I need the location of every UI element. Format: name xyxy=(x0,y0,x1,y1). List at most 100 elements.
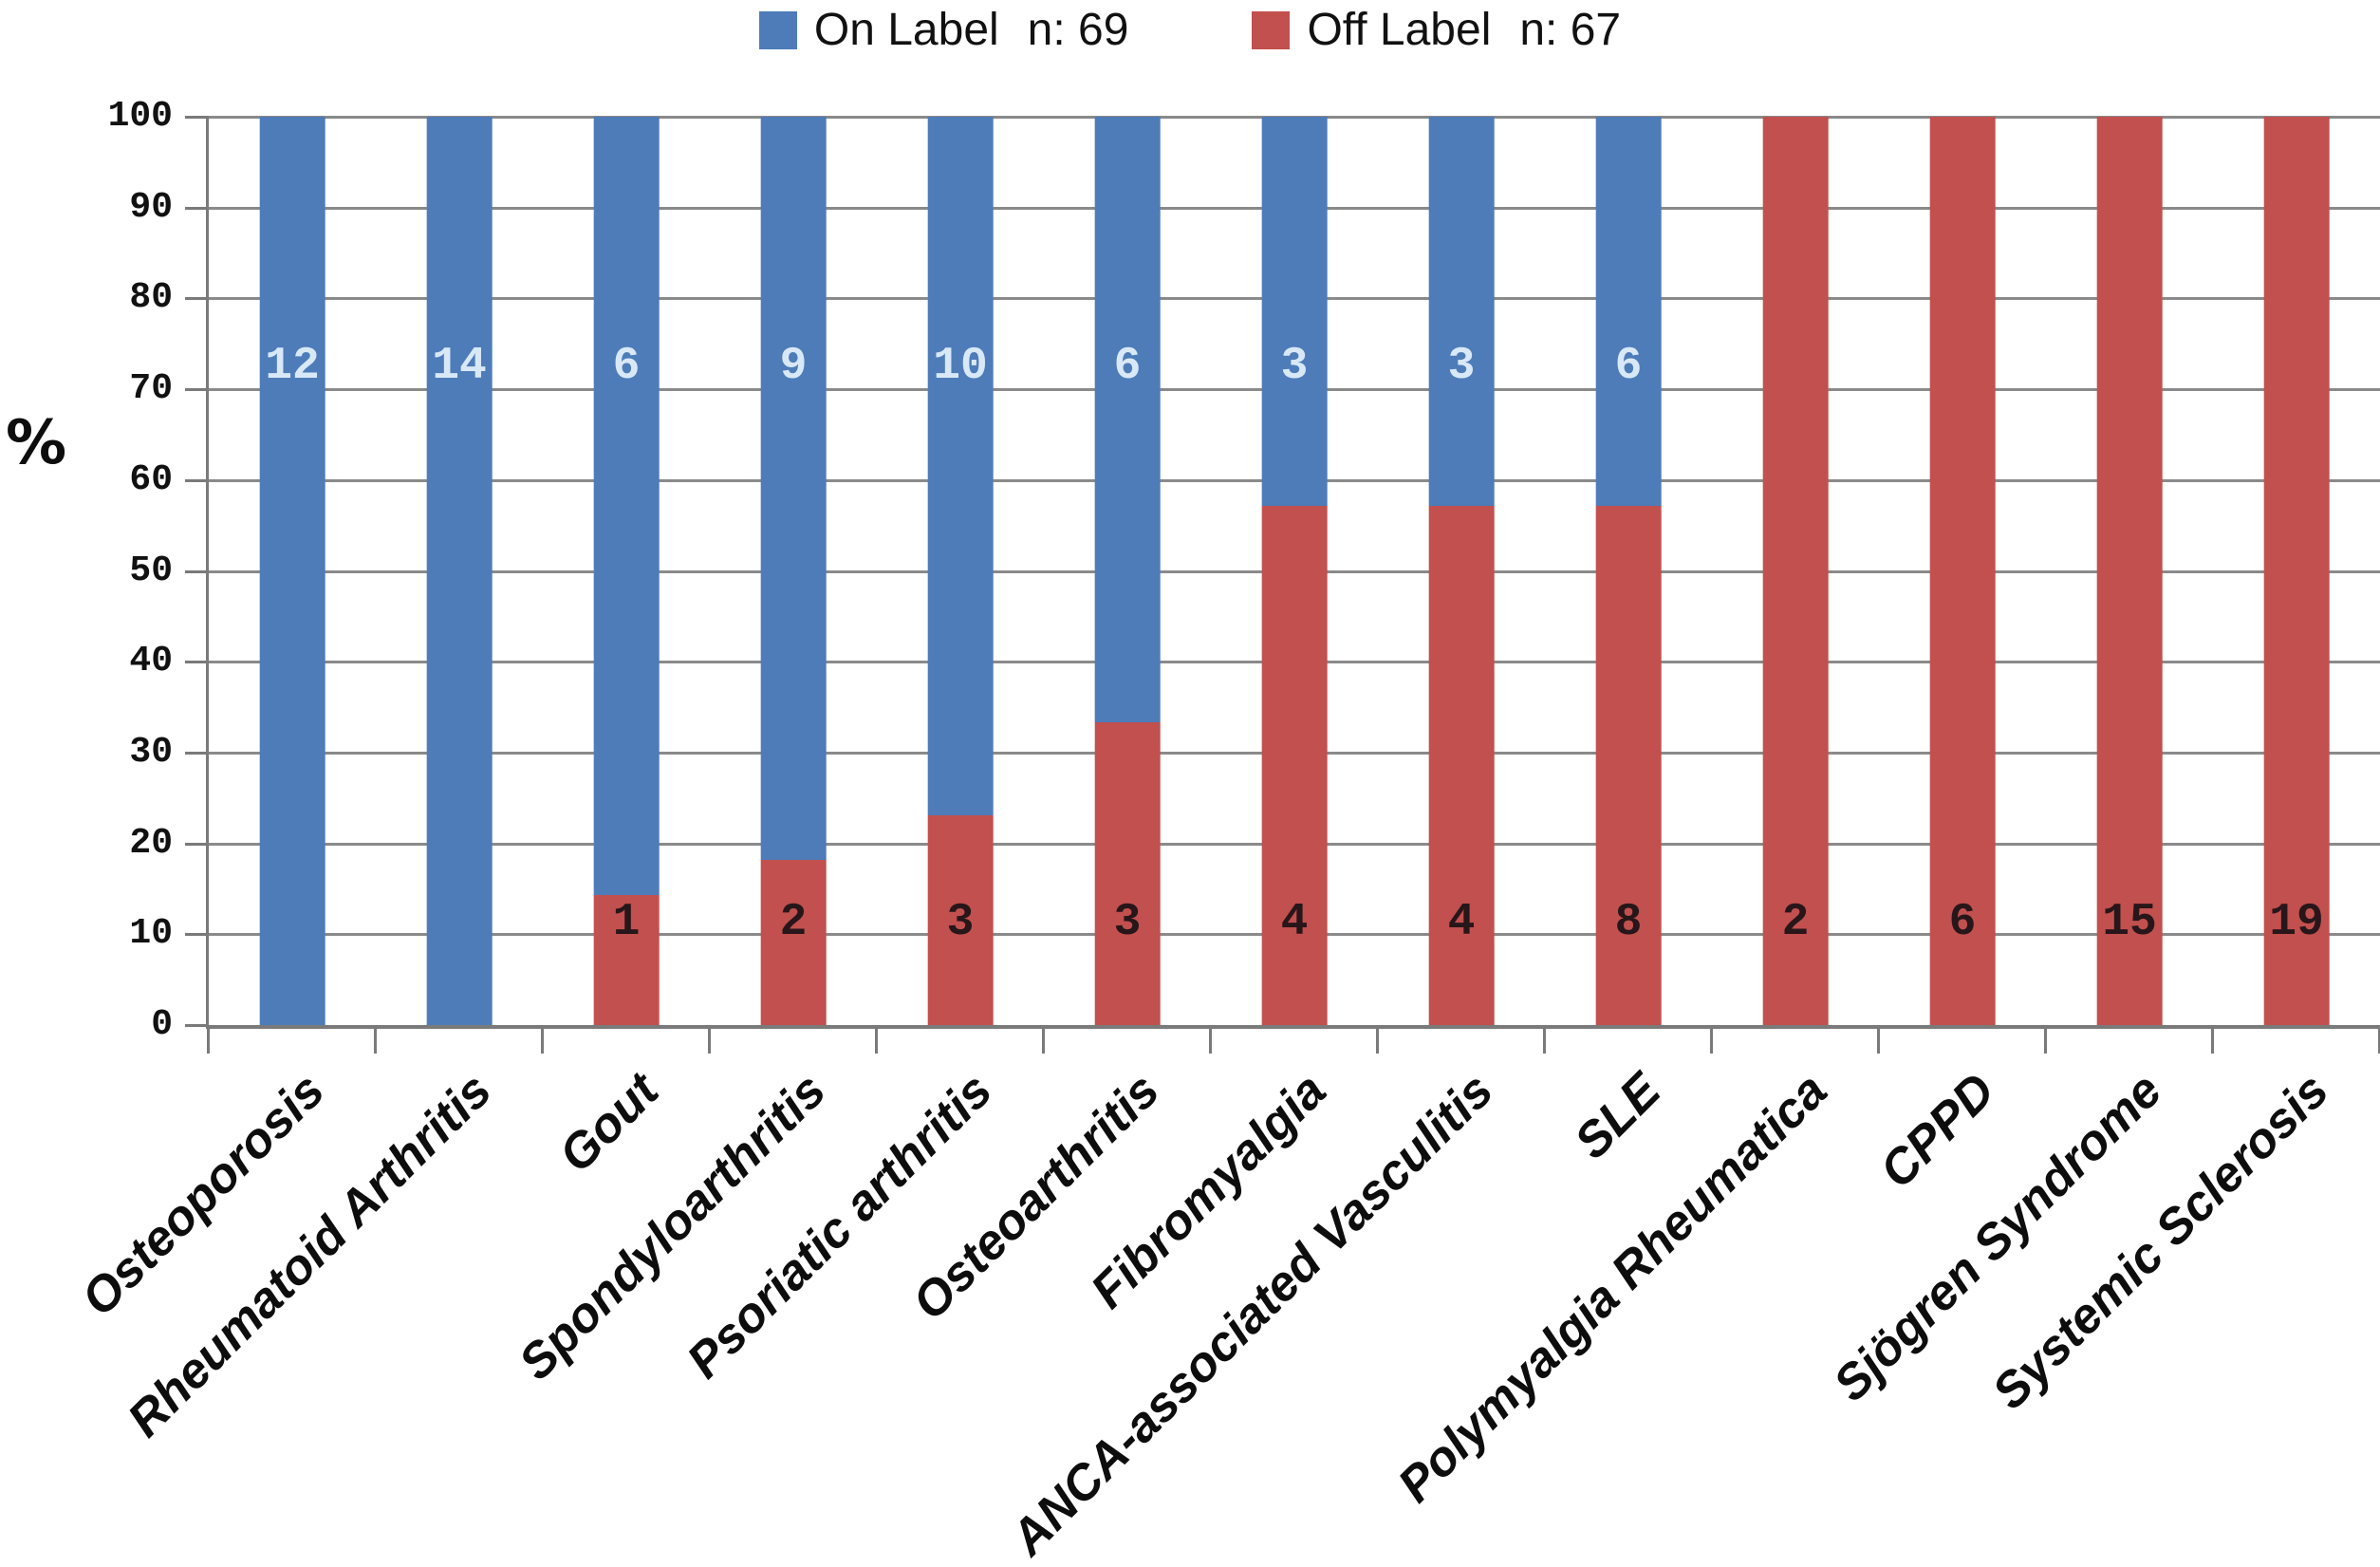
legend-count-off: n: 67 xyxy=(1519,5,1622,55)
x-axis-tick xyxy=(540,1029,544,1054)
x-axis-tick xyxy=(1375,1029,1379,1054)
x-axis-tick xyxy=(2211,1029,2214,1054)
y-axis-tick-label: 0 xyxy=(151,1004,173,1045)
y-axis-tick-label: 30 xyxy=(129,731,173,773)
category-label: SLE xyxy=(1564,1062,1671,1170)
bar-segment-off-label xyxy=(1261,506,1328,1025)
category-label: CPPD xyxy=(1869,1062,2005,1200)
x-axis-tick xyxy=(2044,1029,2047,1054)
category-slot: 14 xyxy=(376,117,543,1025)
y-axis-tick-label: 80 xyxy=(129,277,173,319)
x-axis-tick xyxy=(1209,1029,1212,1054)
on-label-count-value: 3 xyxy=(1280,341,1309,393)
stacked-bar xyxy=(1428,117,1495,1025)
on-label-count-value: 6 xyxy=(612,341,641,393)
category-slot: 2 xyxy=(1712,117,1879,1025)
bar-segment-off-label xyxy=(593,895,660,1025)
legend-swatch-off-label-icon xyxy=(1252,11,1291,50)
x-label-slot: Rheumatoid Arthritis xyxy=(118,1029,540,1567)
legend: On Label n: 69 Off Label n: 67 xyxy=(0,5,2380,56)
y-axis-tick-label: 100 xyxy=(107,96,173,137)
y-axis-tick-label: 70 xyxy=(129,368,173,410)
bar-segment-on-label xyxy=(1094,117,1161,723)
y-axis-title: % xyxy=(6,408,67,478)
x-axis-tick xyxy=(207,1029,210,1054)
stacked-bar xyxy=(426,117,493,1025)
category-slot: 6 xyxy=(1879,117,2046,1025)
on-label-count-value: 14 xyxy=(432,341,487,393)
bar-segment-off-label xyxy=(1428,506,1495,1025)
category-slot: 10 3 xyxy=(877,117,1044,1025)
x-axis-labels: Osteoporosis Rheumatoid Arthritis Gout Spon… xyxy=(71,1029,2377,1567)
x-label-slot: Systemic Sclerosis xyxy=(1982,1029,2377,1567)
off-label-count-value: 3 xyxy=(1113,897,1142,949)
y-axis-tick xyxy=(185,206,209,210)
stacked-bar xyxy=(1595,117,1662,1025)
off-label-count-value: 2 xyxy=(1781,897,1810,949)
plot-area: 0 10 20 30 40 50 60 70 80 90 100 12 14 6 1 9 2 10 3 6 3 3 4 3 4 6… xyxy=(108,96,2380,1054)
bar-segment-off-label xyxy=(2096,117,2163,1025)
on-label-count-value: 12 xyxy=(265,341,320,393)
x-axis-tick xyxy=(373,1029,377,1054)
off-label-count-value: 8 xyxy=(1614,897,1643,949)
stacked-bar xyxy=(1094,117,1161,1025)
bar-segment-off-label xyxy=(1595,506,1662,1025)
legend-swatch-on-label-icon xyxy=(758,11,797,50)
y-axis-tick xyxy=(185,116,209,119)
y-axis-tick xyxy=(185,569,209,573)
y-axis-tick xyxy=(185,1024,209,1027)
legend-label-on: On Label xyxy=(813,5,999,55)
stacked-bar xyxy=(1762,117,1829,1025)
stacked-bar xyxy=(927,117,994,1025)
on-label-count-value: 9 xyxy=(779,341,808,393)
bar-segment-on-label xyxy=(259,117,325,1025)
bar-segment-on-label xyxy=(760,117,827,860)
category-label: Gout xyxy=(549,1062,669,1184)
x-axis-tick xyxy=(708,1029,711,1054)
x-axis-tick xyxy=(1709,1029,1713,1054)
stacked-bar xyxy=(2263,117,2330,1025)
bar-segment-off-label xyxy=(1094,722,1161,1025)
bar-segment-off-label xyxy=(2263,117,2330,1025)
bar-segment-off-label xyxy=(1762,117,1829,1025)
x-axis-tick xyxy=(1042,1029,1045,1054)
y-axis-tick-label: 40 xyxy=(129,641,173,682)
on-label-count-value: 10 xyxy=(933,341,988,393)
off-label-count-value: 4 xyxy=(1447,897,1476,949)
bar-segment-on-label xyxy=(927,117,994,816)
y-axis-tick-label: 60 xyxy=(129,458,173,500)
stacked-bar xyxy=(593,117,660,1025)
on-label-count-value: 6 xyxy=(1614,341,1643,393)
legend-item-off-label: Off Label n: 67 xyxy=(1252,5,1622,56)
stacked-bar xyxy=(1929,117,1996,1025)
bar-segment-on-label xyxy=(1261,117,1328,507)
bar-segment-on-label xyxy=(1595,117,1662,507)
stacked-bar xyxy=(259,117,325,1025)
legend-item-on-label: On Label n: 69 xyxy=(758,5,1128,56)
category-slot: 19 xyxy=(2213,117,2380,1025)
y-axis-tick-label: 90 xyxy=(129,186,173,228)
off-label-count-value: 1 xyxy=(612,897,641,949)
y-axis-tick xyxy=(185,661,209,664)
y-axis-tick xyxy=(185,842,209,846)
bar-segment-off-label xyxy=(927,815,994,1025)
off-label-count-value: 3 xyxy=(946,897,975,949)
legend-label-off: Off Label xyxy=(1307,5,1492,55)
category-slot: 12 xyxy=(209,117,376,1025)
y-axis-tick-label: 20 xyxy=(129,822,173,864)
bar-segment-off-label xyxy=(1929,117,1996,1025)
x-axis-tick xyxy=(1542,1029,1546,1054)
y-axis-tick xyxy=(185,388,209,392)
off-label-count-value: 19 xyxy=(2269,897,2324,949)
bar-segment-on-label xyxy=(426,117,493,1025)
y-axis-tick xyxy=(185,297,209,301)
bar-segment-off-label xyxy=(760,860,827,1025)
x-axis-tick xyxy=(2378,1029,2380,1054)
